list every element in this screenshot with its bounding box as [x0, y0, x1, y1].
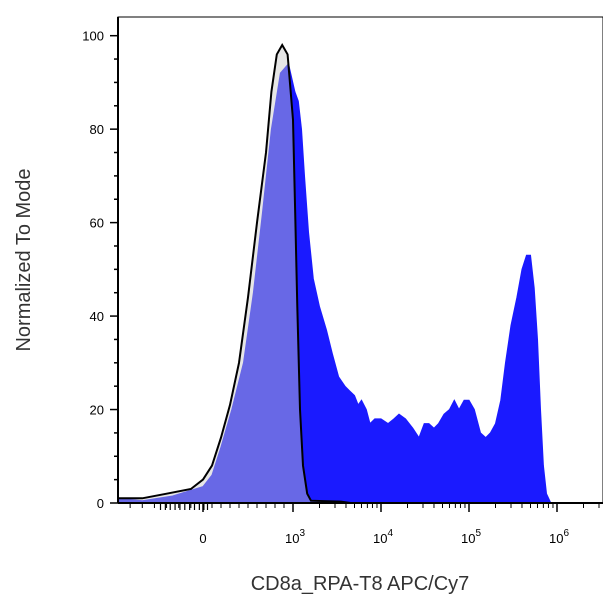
x-tick-base: 10 [285, 531, 299, 546]
x-tick-label: 105 [461, 528, 481, 546]
x-tick-label: 106 [549, 528, 569, 546]
y-tick-label: 60 [90, 216, 104, 231]
y-tick-label: 0 [97, 496, 104, 511]
y-tick-label: 40 [90, 309, 104, 324]
x-tick-label: 103 [285, 528, 305, 546]
x-tick-base: 0 [199, 531, 206, 546]
y-tick-label: 100 [82, 29, 104, 44]
x-tick-exponent: 5 [475, 528, 481, 539]
y-tick-label: 20 [90, 403, 104, 418]
x-tick-exponent: 6 [563, 528, 569, 539]
x-tick-base: 10 [461, 531, 475, 546]
y-tick-label: 80 [90, 122, 104, 137]
x-tick-exponent: 4 [387, 528, 393, 539]
y-axis-title: Normalized To Mode [13, 168, 35, 351]
series-0-area [118, 63, 551, 503]
series-1-line [118, 42, 351, 504]
x-tick-base: 10 [373, 531, 387, 546]
series-0-line [117, 62, 552, 504]
series-layer [117, 42, 552, 504]
x-tick-base: 10 [549, 531, 563, 546]
x-tick-label: 104 [373, 528, 393, 546]
x-tick-exponent: 3 [299, 528, 305, 539]
series-1-area [118, 45, 351, 503]
x-axis-title: CD8a_RPA-T8 APC/Cy7 [251, 573, 470, 595]
x-tick-label: 0 [199, 531, 206, 546]
